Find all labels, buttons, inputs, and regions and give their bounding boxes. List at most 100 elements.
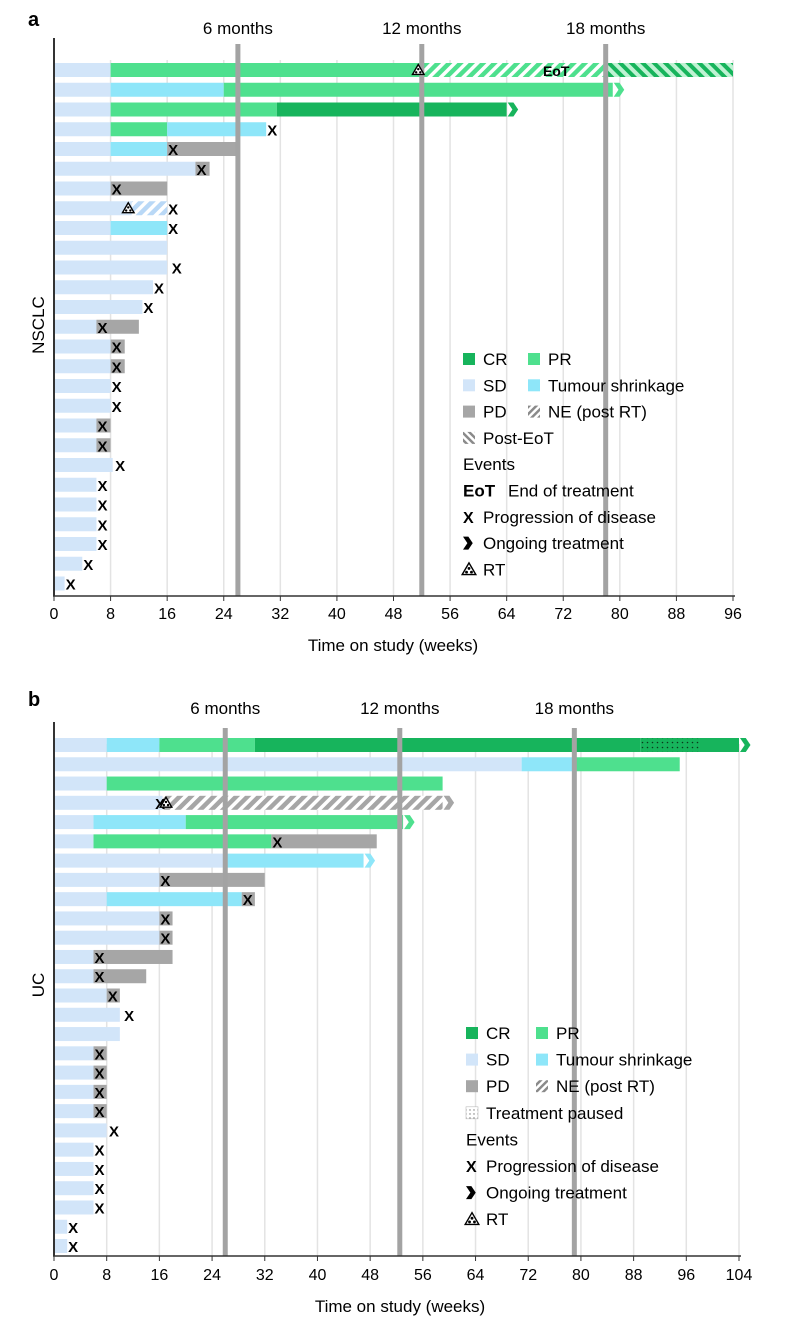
patient-row [54, 201, 168, 216]
y-axis-label: NSCLC [29, 296, 48, 354]
x-tick-label: 0 [50, 1267, 59, 1284]
legend-item: SD [466, 1051, 510, 1070]
bar-segment-pr [110, 122, 168, 137]
patient-row [54, 1046, 107, 1061]
patient-row [54, 260, 168, 275]
patient-row [54, 181, 168, 196]
patient-row [54, 537, 97, 551]
rt-dot [124, 209, 128, 212]
patient-row [54, 834, 377, 849]
bar-segment-sd [54, 122, 111, 137]
x-tick-label: 80 [572, 1267, 590, 1284]
progression-x-marker: X [124, 1008, 134, 1025]
bar-segment-pr [223, 82, 613, 97]
bar-segment-sd [54, 892, 107, 907]
panel-a-nsclc: a NSCLC Time on study (weeks) 6 months 12… [28, 9, 742, 655]
progression-x-marker: X [95, 1066, 105, 1083]
bar-segment-sd [54, 477, 97, 492]
legend-chevron-icon [463, 536, 473, 550]
legend-label: Post-EoT [483, 429, 554, 448]
bar-segment-sd [54, 63, 111, 77]
bar-segment-sd [54, 1142, 94, 1157]
bar-segment-sd [54, 379, 111, 393]
progression-x-marker: X [112, 340, 122, 357]
bar-segment-sd [54, 181, 111, 196]
progression-x-marker: X [112, 399, 122, 416]
x-tick-label: 64 [498, 606, 516, 623]
legend-item: CR [466, 1024, 511, 1043]
bar-segment-pd [96, 319, 139, 334]
legend-swatch [536, 1053, 548, 1066]
progression-x-marker: X [95, 1046, 105, 1063]
patient-row [54, 872, 265, 887]
rt-icon [463, 1211, 481, 1226]
patient-row [54, 418, 111, 433]
progression-x-marker: X [168, 201, 178, 218]
patient-row [54, 122, 267, 137]
bar-segment-pd [110, 359, 125, 374]
progression-x-marker: X [97, 320, 107, 337]
bar-segment-ne-pr [421, 63, 606, 77]
bar-segment-sd [54, 1007, 120, 1022]
bar-segment-sd [54, 1161, 94, 1176]
legend-item: PR [528, 350, 572, 369]
patient-row [54, 795, 443, 810]
bar-segment-ts [106, 738, 160, 752]
patient-row [54, 1239, 68, 1254]
bar-segment-ne-sd [131, 201, 168, 216]
rt-icon [158, 795, 173, 808]
patient-row [54, 339, 125, 354]
ongoing-treatment-arrow [443, 795, 455, 810]
legend-swatch [465, 1106, 479, 1120]
bar-segment-pd [241, 892, 255, 907]
eot-marker: EoT [543, 63, 570, 79]
bar-segment-sd [54, 576, 65, 591]
x-axis-label: Time on study (weeks) [308, 636, 478, 655]
patient-row [54, 1027, 120, 1042]
bar-segment-sd [54, 142, 111, 156]
bar-segment-sd [54, 1123, 107, 1138]
progression-x-marker: X [112, 379, 122, 396]
legend-label: CR [486, 1024, 511, 1043]
progression-x-marker: X [95, 1181, 105, 1198]
bar-segment-sd [54, 834, 94, 849]
legend-label: Progression of disease [483, 508, 656, 527]
progression-x-marker: X [143, 300, 153, 317]
x-tick-label: 24 [215, 606, 233, 623]
ongoing-treatment-arrow [740, 738, 751, 752]
legend-label: RT [486, 1210, 508, 1229]
legend-label: Tumour shrinkage [548, 376, 684, 395]
x-tick-label: 96 [677, 1267, 695, 1284]
bar-segment-ts [110, 82, 224, 97]
bar-segment-sd [54, 1084, 94, 1099]
bar-segment-sd [54, 738, 107, 752]
bar-segment-pr [574, 757, 680, 772]
legend-item: RT [460, 560, 505, 579]
patient-row [54, 988, 120, 1003]
progression-x-marker: X [168, 221, 178, 238]
legend-item: RT [463, 1210, 508, 1229]
x-tick-label: 32 [271, 606, 289, 623]
bar-segment-pr [185, 815, 404, 830]
bar-segment-pr [110, 63, 422, 77]
progression-x-marker: X [112, 359, 122, 376]
patient-row [54, 280, 154, 295]
rt-dot [465, 570, 468, 574]
bar-segment-pd [271, 834, 377, 849]
rt-dot [417, 67, 420, 71]
reference-line-label: 6 months [190, 699, 260, 718]
legend-item: PR [536, 1024, 580, 1043]
legend-label: NE (post RT) [556, 1077, 655, 1096]
ongoing-treatment-arrow [404, 815, 415, 830]
rt-dot [419, 71, 422, 74]
bar-segment-pd [159, 930, 173, 945]
rt-dot [164, 800, 168, 804]
legend-item: Ongoing treatment [463, 534, 624, 553]
legend-swatch [466, 1080, 478, 1093]
bar-segment-sd [54, 1046, 94, 1061]
legend-label: End of treatment [508, 482, 634, 501]
legend-item: X Progression of disease [463, 508, 656, 527]
x-tick-label: 48 [361, 1267, 379, 1284]
patient-row [54, 379, 111, 393]
